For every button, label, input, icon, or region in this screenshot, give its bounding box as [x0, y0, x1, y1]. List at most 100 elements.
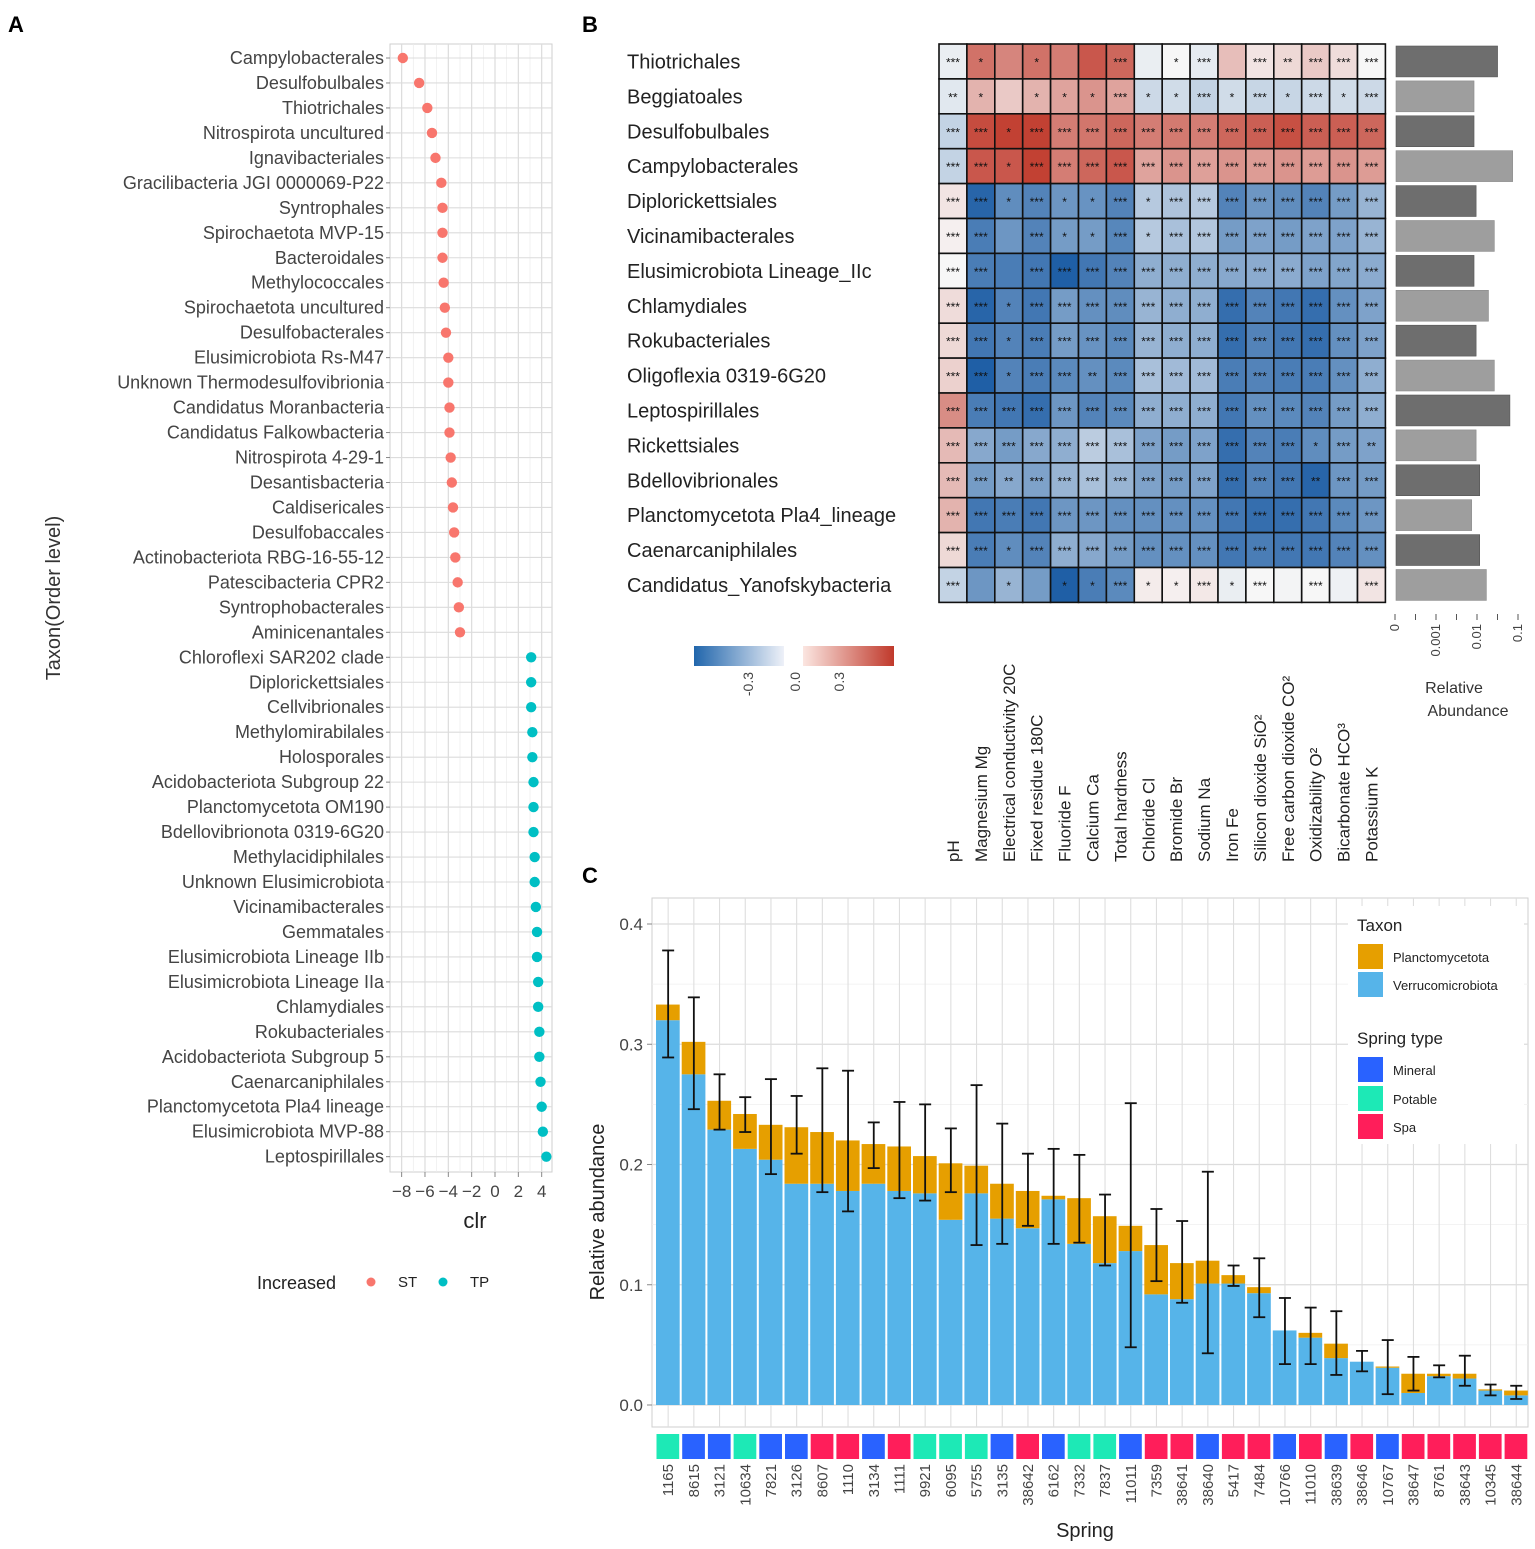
heatmap-cell: [993, 217, 1024, 255]
significance-mark: ***: [1058, 404, 1072, 418]
bar-verrucomicrobiota: [1324, 1358, 1348, 1405]
significance-mark: ***: [974, 544, 988, 558]
abundance-bar: [1395, 150, 1513, 182]
plot-c-legend: Taxon Planctomycetota Verrucomicrobiota …: [1348, 906, 1524, 1144]
significance-mark: ***: [1169, 265, 1183, 279]
significance-mark: ***: [1030, 160, 1044, 174]
taxon-label: Chlamydiales: [276, 997, 384, 1017]
heatmap-column-label: Magnesium Mg: [972, 746, 991, 862]
heatmap-cell: [966, 566, 996, 604]
significance-mark: ***: [974, 439, 988, 453]
significance-mark: *: [979, 55, 984, 69]
heatmap-cell: [1273, 566, 1303, 604]
significance-mark: *: [1006, 579, 1011, 593]
significance-mark: ***: [1113, 370, 1127, 384]
spring-type-tile: [785, 1434, 808, 1459]
significance-mark: ***: [1281, 474, 1295, 488]
bar-verrucomicrobiota: [938, 1219, 963, 1405]
significance-mark: *: [1034, 90, 1039, 104]
heatmap-cell: [1273, 287, 1303, 324]
bar-verrucomicrobiota: [1015, 1228, 1040, 1405]
heatmap-cell: [938, 357, 968, 394]
significance-mark: *: [1062, 195, 1067, 209]
spring-type-tile: [1504, 1434, 1528, 1459]
significance-mark: ***: [1309, 265, 1323, 279]
bar-verrucomicrobiota: [1092, 1263, 1117, 1405]
significance-mark: ***: [1169, 474, 1183, 488]
heatmap-row-label: Beggiatoales: [627, 86, 743, 108]
data-point: [527, 751, 538, 763]
heatmap-cell: [1245, 566, 1275, 604]
significance-mark: ***: [946, 55, 960, 69]
significance-mark: ***: [1364, 195, 1378, 209]
significance-mark: ***: [1309, 370, 1323, 384]
x-tick-label: 7359: [1148, 1464, 1165, 1497]
significance-mark: *: [1006, 335, 1011, 349]
heatmap-cell: [1356, 252, 1387, 290]
heatmap-column-label: Potassium K: [1362, 766, 1381, 862]
heatmap-cell: [1273, 252, 1303, 290]
significance-mark: ***: [1169, 439, 1183, 453]
bar-verrucomicrobiota: [1170, 1299, 1194, 1405]
significance-mark: ***: [946, 195, 960, 209]
heatmap-cell: [1161, 566, 1191, 604]
panel-label-a: A: [8, 12, 24, 37]
significance-mark: ***: [1058, 300, 1072, 314]
significance-mark: ***: [1281, 544, 1295, 558]
heatmap-cell: [1133, 322, 1164, 359]
significance-mark: ***: [1337, 265, 1351, 279]
significance-mark: ***: [1197, 370, 1211, 384]
significance-mark: ***: [1309, 509, 1323, 523]
legend-a-st-key: [366, 1277, 376, 1287]
abundance-bar: [1395, 569, 1487, 601]
heatmap-cell: [1273, 461, 1303, 499]
legend-a-st-label: ST: [398, 1274, 417, 1291]
heatmap-row-label: Rokubacteriales: [627, 331, 770, 353]
significance-mark: ***: [1309, 579, 1323, 593]
significance-mark: ***: [974, 370, 988, 384]
data-point: [541, 1151, 552, 1162]
spring-type-tile: [733, 1434, 757, 1459]
heatmap-cell: [1105, 461, 1136, 499]
data-point: [531, 926, 543, 938]
heatmap-cell: [1300, 357, 1331, 394]
heatmap-cell: [1105, 78, 1136, 115]
heatmap-cell: [938, 392, 968, 429]
legend-c-spa-key: [1358, 1114, 1383, 1139]
heatmap-row-label: Planctomycetota Pla4_lineage: [627, 505, 896, 527]
heatmap-cell: [1105, 357, 1136, 394]
heatmap-cell: [1077, 78, 1108, 115]
heatmap-column-label: Bicarbonate HCO³: [1335, 723, 1354, 862]
significance-mark: ***: [1030, 265, 1044, 279]
significance-mark: ***: [1002, 509, 1016, 523]
significance-mark: ***: [1253, 195, 1267, 209]
heatmap-cell: [993, 182, 1024, 220]
x-tick-label: 9921: [917, 1464, 934, 1497]
data-point: [529, 851, 540, 863]
abundance-bar: [1395, 499, 1472, 531]
data-point: [443, 352, 454, 363]
data-point: [447, 502, 459, 513]
significance-mark: ***: [1058, 474, 1072, 488]
heatmap-cell: [938, 496, 968, 534]
taxon-label: Planctomycetota OM190: [187, 797, 384, 817]
significance-mark: *: [1230, 579, 1235, 593]
abundance-bar: [1395, 324, 1477, 357]
heatmap-cell: [1077, 496, 1108, 534]
plot-a-legend: Increased ST TP: [257, 1273, 489, 1293]
x-tick-label: 11010: [1303, 1464, 1320, 1505]
heatmap-column-label: Sodium Na: [1195, 777, 1214, 862]
significance-mark: ***: [974, 265, 988, 279]
heatmap-row-label: Campylobacterales: [627, 156, 798, 178]
panel-label-c: C: [582, 863, 598, 888]
significance-mark: *: [1090, 579, 1095, 593]
significance-mark: ***: [1030, 404, 1044, 418]
heatmap-cell: [938, 147, 968, 185]
data-point: [534, 1026, 545, 1038]
taxon-label: Methylococcales: [251, 273, 384, 293]
taxon-label: Ignavibacteriales: [249, 148, 384, 168]
x-tick-label: 7332: [1071, 1464, 1088, 1497]
significance-mark: ***: [1225, 300, 1239, 314]
significance-mark: ***: [1253, 265, 1267, 279]
spring-type-tile: [1119, 1434, 1142, 1459]
